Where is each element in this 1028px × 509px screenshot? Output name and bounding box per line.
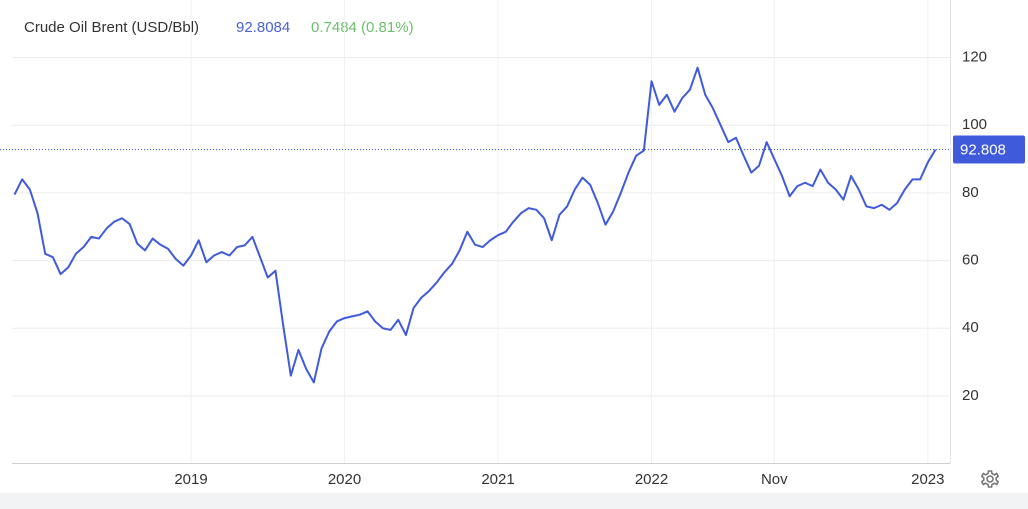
y-tick-label: 100 <box>962 116 987 133</box>
price-line <box>13 66 937 384</box>
x-tick-label: 2022 <box>635 471 668 488</box>
change: 0.7484 (0.81%) <box>311 19 414 36</box>
last-value-box <box>953 135 1025 164</box>
settings-icon[interactable] <box>980 470 1000 488</box>
y-tick-label: 120 <box>962 48 987 65</box>
x-tick-label: 2020 <box>328 471 361 488</box>
y-tick-label: 60 <box>962 252 979 269</box>
y-tick-label: 40 <box>962 319 979 336</box>
last-value-label: 92.808 <box>960 142 1006 159</box>
x-tick-label: 2021 <box>481 471 514 488</box>
y-tick-label: 80 <box>962 184 979 201</box>
footer-strip <box>0 493 1028 509</box>
chart-title: Crude Oil Brent (USD/Bbl) <box>24 19 199 36</box>
price: 92.8084 <box>236 19 290 36</box>
x-tick-label: 2019 <box>174 471 207 488</box>
x-tick-label: 2023 <box>911 471 944 488</box>
x-tick-label: Nov <box>761 471 788 488</box>
y-tick-label: 20 <box>962 387 979 404</box>
